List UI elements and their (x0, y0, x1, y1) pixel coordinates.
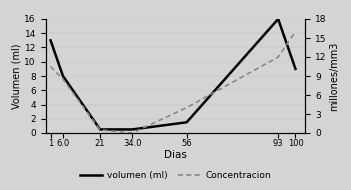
Y-axis label: Volumen (ml): Volumen (ml) (12, 43, 22, 109)
X-axis label: Dias: Dias (164, 150, 187, 160)
Legend: volumen (ml), Concentracion: volumen (ml), Concentracion (76, 167, 275, 184)
Y-axis label: millones/mm3: millones/mm3 (329, 41, 339, 111)
